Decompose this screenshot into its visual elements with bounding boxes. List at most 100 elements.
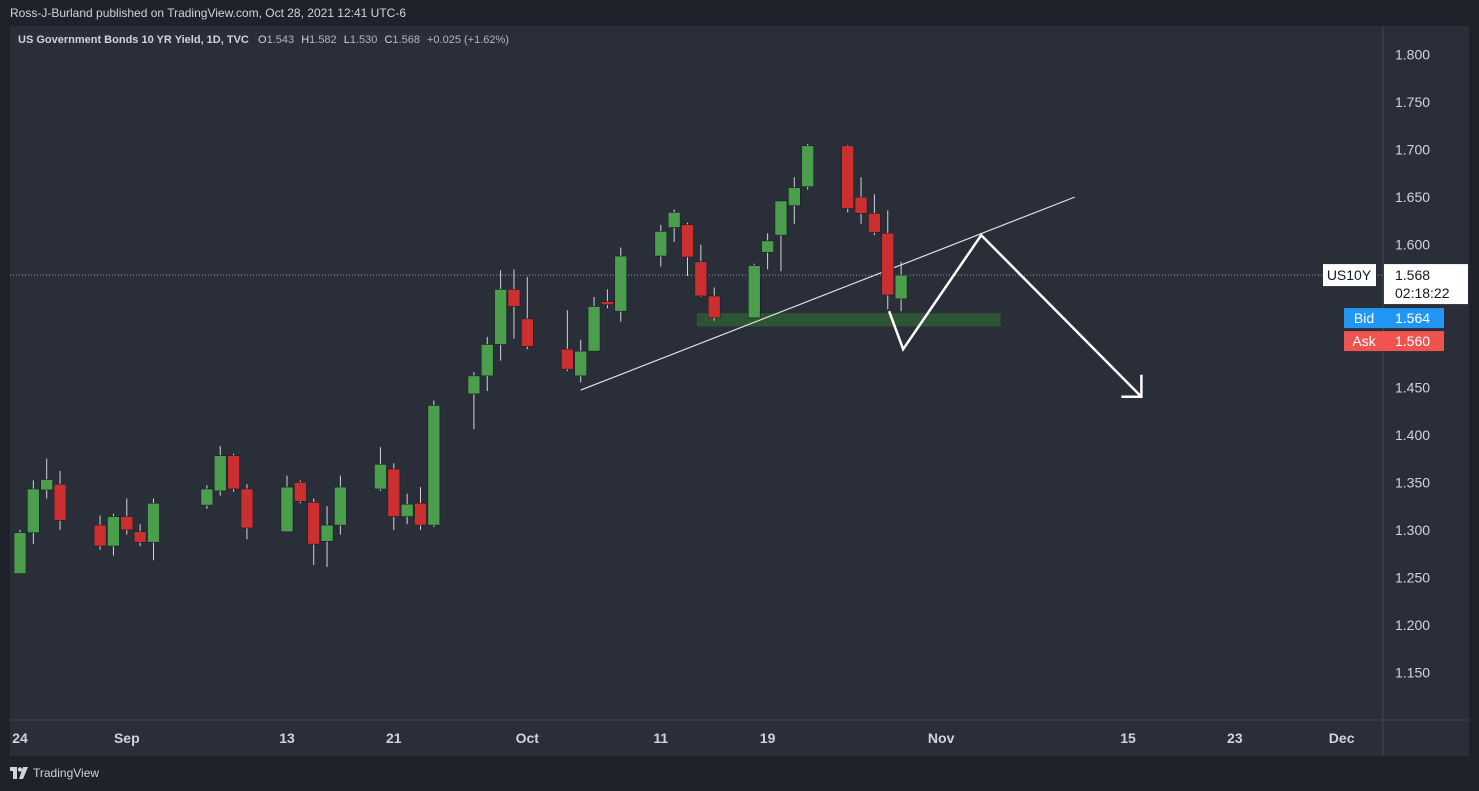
footer: TradingView bbox=[0, 756, 1479, 791]
candle-body bbox=[881, 232, 895, 296]
candle-body bbox=[294, 482, 307, 502]
legend-title: US Government Bonds 10 YR Yield, 1D, TVC bbox=[18, 34, 249, 46]
legend-low-value: 1.530 bbox=[349, 34, 378, 46]
candle-body bbox=[240, 488, 254, 529]
candle-body bbox=[707, 295, 721, 319]
x-tick-label: 24 bbox=[12, 730, 28, 746]
candle-body bbox=[107, 516, 120, 547]
candle-body bbox=[427, 405, 441, 526]
y-tick-label: 1.400 bbox=[1395, 427, 1430, 443]
support-zone bbox=[696, 313, 1001, 327]
published-text: Ross-J-Burland published on TradingView.… bbox=[10, 6, 406, 20]
tradingview-brand: TradingView bbox=[33, 766, 100, 780]
candle-body bbox=[761, 240, 774, 253]
candle-body bbox=[494, 289, 507, 345]
candle-body bbox=[93, 524, 107, 547]
chart-canvas[interactable]: 1.8001.7501.7001.6501.6001.5501.4501.400… bbox=[10, 26, 1469, 756]
ask-label: Ask bbox=[1352, 333, 1376, 349]
candle-body bbox=[894, 274, 908, 300]
candle-body bbox=[854, 196, 868, 214]
y-tick-label: 1.350 bbox=[1395, 474, 1430, 490]
candle-body bbox=[227, 455, 240, 490]
candle-body bbox=[614, 255, 628, 312]
candle-body bbox=[507, 289, 521, 307]
candle-body bbox=[147, 502, 160, 543]
legend-high-label: H bbox=[301, 34, 310, 46]
candle-body bbox=[801, 145, 814, 187]
x-tick-label: Sep bbox=[114, 730, 140, 746]
symbol-tag-bg bbox=[1323, 264, 1376, 287]
trendline bbox=[580, 196, 1075, 391]
bid-value-bg bbox=[1384, 308, 1444, 329]
chart-panel[interactable]: 1.8001.7501.7001.6501.6001.5501.4501.400… bbox=[10, 26, 1469, 756]
legend-close-value: 1.568 bbox=[392, 34, 420, 46]
candle-body bbox=[53, 483, 67, 521]
candle-body bbox=[667, 212, 681, 228]
legend-open-value: 1.543 bbox=[266, 34, 295, 46]
candle-body bbox=[400, 503, 414, 517]
candle-body bbox=[868, 212, 881, 233]
y-tick-label: 1.200 bbox=[1395, 617, 1430, 633]
y-tick-label: 1.450 bbox=[1395, 379, 1430, 395]
published-header: Ross-J-Burland published on TradingView.… bbox=[0, 0, 1479, 26]
x-tick-label: Oct bbox=[516, 730, 540, 746]
candle-body bbox=[681, 224, 694, 258]
candle-body bbox=[27, 488, 40, 534]
ask-value: 1.560 bbox=[1395, 333, 1430, 349]
candle-body bbox=[334, 486, 347, 526]
y-tick-label: 1.600 bbox=[1395, 237, 1430, 253]
x-tick-label: 21 bbox=[386, 730, 402, 746]
price-tag-bg bbox=[1384, 264, 1468, 305]
tradingview-logo[interactable]: TradingView bbox=[10, 766, 99, 780]
candle-body bbox=[320, 524, 334, 542]
x-tick-label: Dec bbox=[1329, 730, 1355, 746]
y-tick-label: 1.300 bbox=[1395, 522, 1430, 538]
candle-body bbox=[654, 231, 668, 257]
symbol-tag: US10Y bbox=[1327, 267, 1372, 283]
bid-label-bg bbox=[1344, 308, 1384, 329]
symbol-legend: US Government Bonds 10 YR Yield, 1D, TVC… bbox=[18, 34, 509, 46]
legend-close-label: C bbox=[384, 34, 393, 46]
candle-body bbox=[307, 501, 321, 545]
candle-body bbox=[480, 344, 494, 377]
y-tick-label: 1.150 bbox=[1395, 664, 1430, 680]
candle-body bbox=[374, 463, 387, 490]
candle-body bbox=[40, 479, 54, 491]
y-tick-label: 1.650 bbox=[1395, 189, 1430, 205]
bid-label: Bid bbox=[1354, 310, 1374, 326]
candle-body bbox=[561, 348, 574, 370]
candle-body bbox=[601, 301, 614, 305]
projection-path bbox=[887, 233, 1143, 398]
candle-body bbox=[414, 502, 427, 526]
candle-body bbox=[213, 455, 227, 492]
candle-body bbox=[574, 350, 588, 377]
bid-value: 1.564 bbox=[1395, 310, 1430, 326]
legend-high-value: 1.582 bbox=[309, 34, 337, 46]
candle-body bbox=[200, 488, 214, 506]
candle-body bbox=[280, 486, 294, 533]
candle-body bbox=[120, 516, 134, 531]
x-tick-label: 13 bbox=[279, 730, 295, 746]
candle-body bbox=[13, 532, 27, 574]
candle-body bbox=[520, 318, 534, 347]
price-tag-value: 1.568 bbox=[1395, 267, 1430, 283]
x-tick-label: 23 bbox=[1227, 730, 1243, 746]
legend-change: +0.025 (+1.62%) bbox=[427, 34, 509, 46]
x-tick-label: Nov bbox=[928, 730, 955, 746]
tradingview-logo-icon bbox=[10, 767, 28, 779]
candle-body bbox=[747, 265, 761, 319]
candle-body bbox=[467, 375, 481, 395]
projection-arrowhead bbox=[1121, 374, 1143, 399]
x-tick-label: 15 bbox=[1120, 730, 1136, 746]
legend-open-label: O bbox=[258, 34, 267, 46]
candle-body bbox=[133, 531, 147, 543]
candle-body bbox=[774, 200, 788, 236]
ask-value-bg bbox=[1384, 331, 1444, 352]
y-tick-label: 1.750 bbox=[1395, 94, 1430, 110]
y-tick-label: 1.250 bbox=[1395, 569, 1430, 585]
candle-body bbox=[387, 468, 401, 517]
legend-low-label: L bbox=[343, 34, 350, 46]
price-tag-countdown: 02:18:22 bbox=[1395, 285, 1450, 301]
ask-label-bg bbox=[1344, 331, 1384, 352]
x-tick-label: 11 bbox=[653, 730, 668, 746]
